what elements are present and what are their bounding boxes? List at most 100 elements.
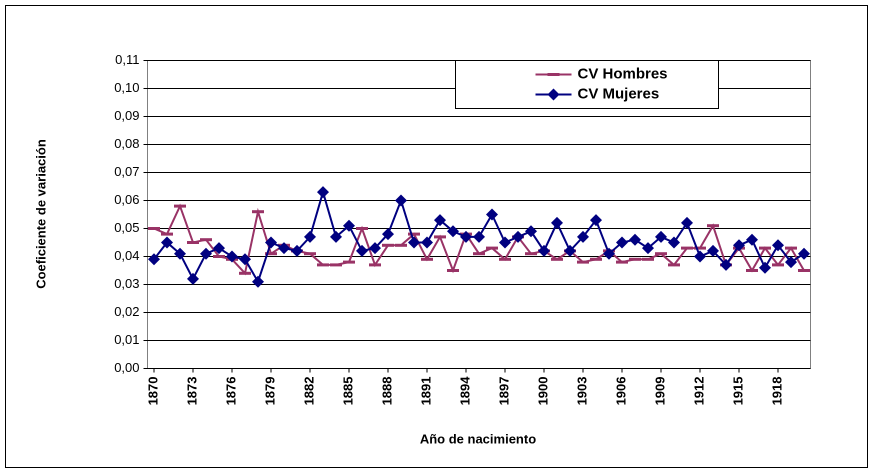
- point: [434, 235, 446, 239]
- y-tick-label: 0,05: [114, 220, 139, 235]
- point: [382, 228, 394, 241]
- point: [408, 236, 420, 249]
- x-tick-label: 1891: [418, 377, 433, 406]
- point: [616, 236, 628, 249]
- point: [525, 252, 537, 256]
- y-tick-label: 0,08: [114, 136, 139, 151]
- point: [694, 250, 706, 263]
- point: [226, 250, 238, 263]
- point: [681, 216, 693, 229]
- point: [395, 194, 407, 207]
- point: [759, 261, 771, 274]
- point: [642, 257, 654, 261]
- x-tick-label: 1894: [457, 376, 472, 406]
- point: [668, 236, 680, 249]
- x-tick-label: 1888: [379, 377, 394, 406]
- point: [148, 227, 160, 230]
- point: [525, 225, 537, 238]
- point: [421, 257, 433, 261]
- y-tick-label: 0,10: [114, 80, 139, 95]
- point: [369, 263, 381, 267]
- point: [161, 232, 173, 236]
- point: [746, 269, 758, 272]
- point: [434, 214, 446, 227]
- point: [707, 224, 719, 228]
- point: [304, 230, 316, 243]
- point: [343, 260, 355, 264]
- point: [746, 233, 758, 246]
- point: [798, 247, 810, 260]
- y-tick-label: 0,04: [114, 248, 139, 263]
- x-tick-label: 1915: [730, 377, 745, 406]
- y-tick-label: 0,03: [114, 276, 139, 291]
- point: [707, 244, 719, 257]
- point: [551, 257, 563, 261]
- point: [317, 263, 329, 267]
- point: [577, 230, 589, 243]
- legend-label: CV Hombres: [578, 65, 668, 82]
- x-tick-label: 1882: [301, 377, 316, 406]
- point: [798, 269, 810, 272]
- y-tick-label: 0,09: [114, 108, 139, 123]
- x-tick-label: 1873: [184, 377, 199, 406]
- point: [291, 244, 303, 257]
- point: [564, 244, 576, 257]
- point: [785, 256, 797, 269]
- legend-box: [455, 60, 719, 109]
- x-tick-label: 1897: [496, 377, 511, 406]
- point: [330, 230, 342, 243]
- y-tick-label: 0,01: [114, 332, 139, 347]
- y-tick-label: 0,02: [114, 304, 139, 319]
- point: [590, 214, 602, 227]
- point: [551, 216, 563, 229]
- x-tick-label: 1906: [613, 377, 628, 406]
- point: [447, 269, 459, 272]
- point: [161, 236, 173, 249]
- y-axis-label: Coeficiente de variación: [33, 139, 48, 289]
- point: [265, 252, 277, 256]
- x-tick-label: 1876: [223, 377, 238, 406]
- point: [343, 219, 355, 232]
- point: [499, 236, 511, 249]
- y-tick-label: 0,07: [114, 164, 139, 179]
- point: [499, 257, 511, 261]
- point: [616, 260, 628, 264]
- point: [317, 186, 329, 199]
- point: [304, 252, 316, 256]
- point: [187, 272, 199, 285]
- y-tick-label: 0,11: [115, 52, 139, 67]
- point: [213, 242, 225, 255]
- legend-marker: [547, 73, 560, 76]
- point: [629, 257, 641, 261]
- point: [642, 242, 654, 255]
- point: [486, 208, 498, 221]
- x-axis-label: Año de nacimiento: [420, 431, 536, 446]
- point: [356, 244, 368, 257]
- point: [174, 247, 186, 260]
- point: [330, 263, 342, 267]
- point: [278, 242, 290, 255]
- x-tick-label: 1903: [574, 377, 589, 406]
- x-tick-label: 1879: [262, 377, 277, 406]
- point: [174, 204, 186, 208]
- point: [733, 239, 745, 252]
- legend-label: CV Mujeres: [578, 85, 660, 102]
- point: [772, 239, 784, 252]
- point: [538, 244, 550, 257]
- x-tick-label: 1912: [691, 377, 706, 406]
- point: [148, 253, 160, 266]
- point: [655, 230, 667, 243]
- point: [200, 238, 212, 242]
- legend-marker: [547, 88, 560, 101]
- point: [265, 236, 277, 249]
- point: [213, 255, 225, 258]
- point: [369, 242, 381, 255]
- y-tick-label: 0,06: [114, 192, 139, 207]
- point: [655, 252, 667, 256]
- point: [200, 247, 212, 260]
- point: [629, 233, 641, 246]
- point: [395, 243, 407, 247]
- point: [512, 230, 524, 243]
- x-tick-label: 1918: [769, 377, 784, 406]
- point: [759, 246, 771, 250]
